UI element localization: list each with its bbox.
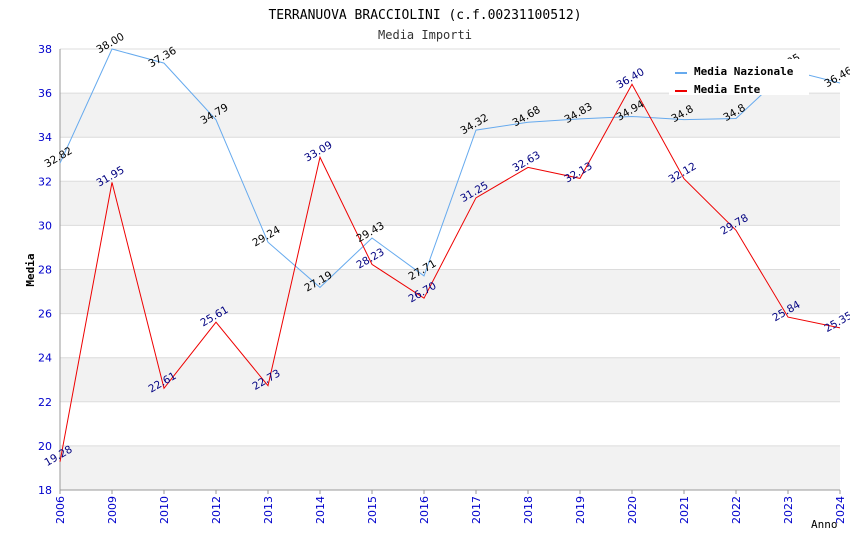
y-tick-label: 20	[38, 440, 52, 453]
grid-band	[60, 137, 840, 182]
legend-label-media-nazionale: Media Nazionale	[694, 65, 794, 78]
grid-bands	[60, 49, 840, 490]
series-line-media-ente	[59, 83, 841, 462]
x-tick-label: 2014	[314, 496, 327, 524]
y-tick-label: 36	[38, 87, 52, 100]
x-tick-label: 2012	[210, 496, 223, 524]
x-tick-label: 2015	[366, 496, 379, 524]
x-tick-label: 2021	[678, 496, 691, 524]
legend-label-media-ente: Media Ente	[694, 83, 761, 96]
x-tick-label: 2016	[418, 496, 431, 524]
x-tick-label: 2020	[626, 496, 639, 524]
legend-box	[669, 59, 809, 95]
x-axis-label: Anno	[811, 518, 838, 531]
x-tick-label: 2010	[158, 496, 171, 524]
series-line-media-nazionale	[59, 48, 841, 289]
x-axis-ticks: 2006 2009 2010 2012 2013 2014 2015 2016 2017 2018…	[54, 490, 847, 524]
y-tick-label: 26	[38, 308, 52, 321]
y-tick-label: 30	[38, 219, 52, 232]
grid-band	[60, 93, 840, 138]
grid-band	[60, 401, 840, 446]
x-tick-label: 2019	[574, 496, 587, 524]
y-tick-label: 22	[38, 396, 52, 409]
y-tick-label: 32	[38, 175, 52, 188]
x-tick-label: 2024	[834, 496, 847, 524]
x-tick-label: 2017	[470, 496, 483, 524]
grid-band	[60, 357, 840, 402]
chart-subtitle: Media Importi	[378, 28, 472, 42]
chart-title: TERRANUOVA BRACCIOLINI (c.f.00231100512)	[268, 8, 581, 23]
series-lines	[59, 48, 841, 462]
axes	[59, 49, 840, 491]
y-tick-label: 24	[38, 352, 52, 365]
x-tick-label: 2013	[262, 496, 275, 524]
x-tick-label: 2022	[730, 496, 743, 524]
x-tick-label: 2018	[522, 496, 535, 524]
x-tick-label: 2023	[782, 496, 795, 524]
y-tick-label: 38	[38, 43, 52, 56]
x-tick-label: 2006	[54, 496, 67, 524]
x-tick-label: 2009	[106, 496, 119, 524]
y-tick-label: 28	[38, 264, 52, 277]
legend: Media Nazionale Media Ente	[669, 59, 809, 96]
grid-band	[60, 269, 840, 314]
grid-band	[60, 445, 840, 490]
y-tick-label: 34	[38, 131, 52, 144]
y-tick-label: 18	[38, 484, 52, 497]
grid-band	[60, 313, 840, 358]
y-axis-ticks: 18 20 22 24 26 28 30 32 34 36 38	[38, 43, 52, 497]
y-axis-label: Media	[24, 253, 37, 286]
